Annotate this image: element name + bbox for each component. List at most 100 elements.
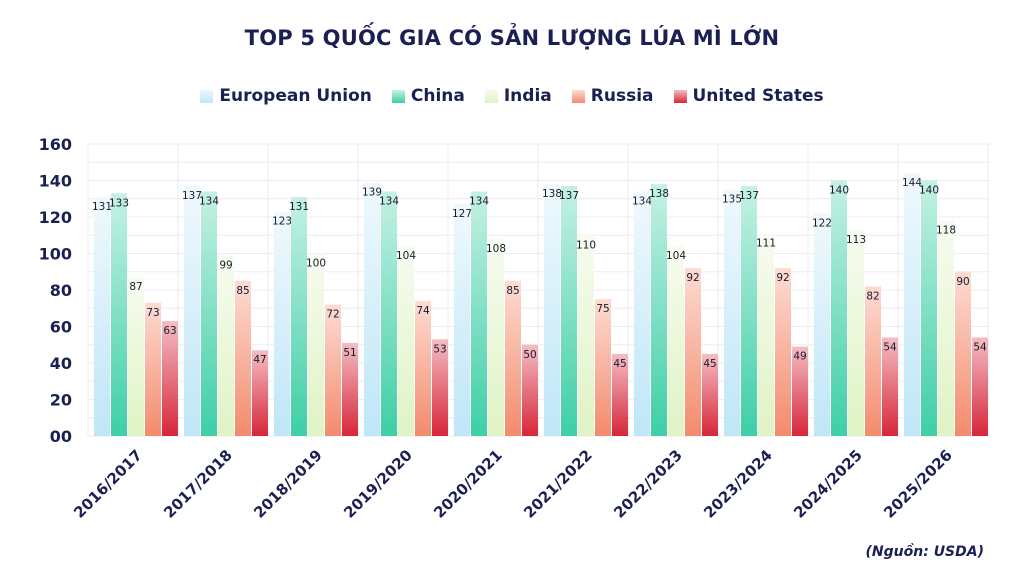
y-tick-label: 120 bbox=[39, 208, 72, 227]
data-label-european-union-2018-2019: 123 bbox=[272, 216, 292, 228]
bar-india-2020-2021 bbox=[488, 238, 504, 436]
bar-united-states-2016-2017 bbox=[162, 321, 178, 436]
bar-russia-2021-2022 bbox=[595, 299, 611, 436]
data-label-european-union-2016-2017: 131 bbox=[92, 201, 112, 213]
x-tick-label-2021-2022: 2021/2022 bbox=[520, 446, 596, 522]
y-tick-label: 20 bbox=[50, 391, 72, 410]
data-label-russia-2024-2025: 82 bbox=[866, 290, 879, 302]
legend-swatch-european-union bbox=[200, 89, 214, 103]
data-label-european-union-2024-2025: 122 bbox=[812, 217, 832, 229]
legend-label-china: China bbox=[410, 86, 465, 106]
bar-european-union-2025-2026 bbox=[904, 173, 920, 436]
bar-china-2021-2022 bbox=[561, 185, 577, 436]
data-label-china-2021-2022: 137 bbox=[559, 190, 579, 202]
data-label-united-states-2019-2020: 53 bbox=[433, 343, 446, 355]
legend-item-european-union: European Union bbox=[200, 86, 372, 106]
data-label-china-2023-2024: 137 bbox=[739, 190, 759, 202]
bar-european-union-2021-2022 bbox=[544, 184, 560, 436]
x-tick-label-2016-2017: 2016/2017 bbox=[70, 446, 146, 522]
data-label-china-2016-2017: 133 bbox=[109, 197, 129, 209]
data-label-united-states-2025-2026: 54 bbox=[973, 341, 987, 353]
data-label-european-union-2022-2023: 134 bbox=[632, 195, 652, 207]
bar-european-union-2016-2017 bbox=[94, 196, 110, 436]
bar-india-2019-2020 bbox=[398, 246, 414, 436]
data-label-india-2025-2026: 118 bbox=[936, 225, 956, 237]
bar-china-2018-2019 bbox=[291, 196, 307, 436]
bar-united-states-2019-2020 bbox=[432, 339, 448, 436]
data-label-china-2020-2021: 134 bbox=[469, 195, 489, 207]
legend-item-china: China bbox=[391, 86, 465, 106]
x-tick-label-2022-2023: 2022/2023 bbox=[610, 446, 686, 522]
bar-china-2024-2025 bbox=[831, 180, 847, 436]
bar-india-2025-2026 bbox=[938, 220, 954, 436]
legend-label-india: India bbox=[503, 86, 552, 106]
bar-india-2017-2018 bbox=[218, 255, 234, 436]
data-label-russia-2017-2018: 85 bbox=[236, 285, 249, 297]
data-label-european-union-2025-2026: 144 bbox=[902, 177, 922, 189]
bar-united-states-2017-2018 bbox=[252, 350, 268, 436]
data-label-european-union-2023-2024: 135 bbox=[722, 194, 742, 206]
bar-european-union-2023-2024 bbox=[724, 189, 740, 436]
data-label-india-2023-2024: 111 bbox=[756, 237, 776, 249]
y-tick-label: 40 bbox=[50, 354, 72, 373]
bar-russia-2018-2019 bbox=[325, 304, 341, 436]
data-label-russia-2016-2017: 73 bbox=[146, 307, 159, 319]
legend-swatch-united-states bbox=[673, 89, 687, 103]
bar-united-states-2022-2023 bbox=[702, 353, 718, 436]
data-label-united-states-2024-2025: 54 bbox=[883, 341, 897, 353]
data-label-united-states-2023-2024: 49 bbox=[793, 351, 806, 363]
data-label-india-2024-2025: 113 bbox=[846, 234, 866, 246]
data-label-russia-2023-2024: 92 bbox=[776, 272, 789, 284]
bar-russia-2022-2023 bbox=[685, 268, 701, 436]
bar-russia-2020-2021 bbox=[505, 280, 521, 436]
bar-russia-2016-2017 bbox=[145, 302, 161, 436]
bar-european-union-2022-2023 bbox=[634, 191, 650, 436]
x-tick-label-2019-2020: 2019/2020 bbox=[340, 446, 416, 522]
bar-china-2019-2020 bbox=[381, 191, 397, 436]
legend-swatch-china bbox=[391, 89, 405, 103]
bar-european-union-2019-2020 bbox=[364, 182, 380, 436]
data-label-china-2018-2019: 131 bbox=[289, 201, 309, 213]
data-label-china-2019-2020: 134 bbox=[379, 195, 399, 207]
bar-european-union-2024-2025 bbox=[814, 213, 830, 436]
data-label-china-2024-2025: 140 bbox=[829, 185, 849, 197]
data-label-united-states-2018-2019: 51 bbox=[343, 347, 356, 359]
data-label-european-union-2017-2018: 137 bbox=[182, 190, 202, 202]
bar-china-2025-2026 bbox=[921, 180, 937, 436]
data-label-united-states-2017-2018: 47 bbox=[253, 354, 266, 366]
x-tick-label-2024-2025: 2024/2025 bbox=[790, 446, 866, 522]
bar-russia-2017-2018 bbox=[235, 280, 251, 436]
bar-united-states-2025-2026 bbox=[972, 337, 988, 436]
chart-title: TOP 5 QUỐC GIA CÓ SẢN LƯỢNG LÚA MÌ LỚN bbox=[244, 26, 780, 50]
data-label-united-states-2016-2017: 63 bbox=[163, 325, 176, 337]
x-tick-label-2023-2024: 2023/2024 bbox=[700, 446, 776, 522]
legend-swatch-russia bbox=[571, 89, 585, 103]
legend-item-india: India bbox=[484, 86, 552, 106]
data-label-china-2017-2018: 134 bbox=[199, 195, 219, 207]
data-label-russia-2025-2026: 90 bbox=[956, 276, 969, 288]
y-tick-label: 60 bbox=[50, 318, 72, 337]
bar-india-2016-2017 bbox=[128, 277, 144, 436]
data-label-india-2020-2021: 108 bbox=[486, 243, 506, 255]
legend-item-united-states: United States bbox=[673, 86, 824, 106]
bar-india-2018-2019 bbox=[308, 253, 324, 436]
y-tick-label: 00 bbox=[50, 427, 72, 446]
data-label-china-2025-2026: 140 bbox=[919, 185, 939, 197]
bar-india-2023-2024 bbox=[758, 233, 774, 436]
bar-european-union-2020-2021 bbox=[454, 204, 470, 436]
data-label-european-union-2019-2020: 139 bbox=[362, 186, 382, 198]
legend-label-russia: Russia bbox=[590, 86, 654, 106]
bar-russia-2019-2020 bbox=[415, 300, 431, 436]
data-label-russia-2022-2023: 92 bbox=[686, 272, 699, 284]
bar-china-2022-2023 bbox=[651, 184, 667, 436]
data-label-india-2018-2019: 100 bbox=[306, 258, 326, 270]
data-label-china-2022-2023: 138 bbox=[649, 188, 669, 200]
data-label-india-2021-2022: 110 bbox=[576, 239, 596, 251]
legend-swatch-india bbox=[484, 89, 498, 103]
bar-russia-2024-2025 bbox=[865, 286, 881, 436]
data-label-india-2016-2017: 87 bbox=[129, 281, 142, 293]
bar-russia-2025-2026 bbox=[955, 271, 971, 436]
bar-united-states-2021-2022 bbox=[612, 353, 628, 436]
bar-united-states-2024-2025 bbox=[882, 337, 898, 436]
